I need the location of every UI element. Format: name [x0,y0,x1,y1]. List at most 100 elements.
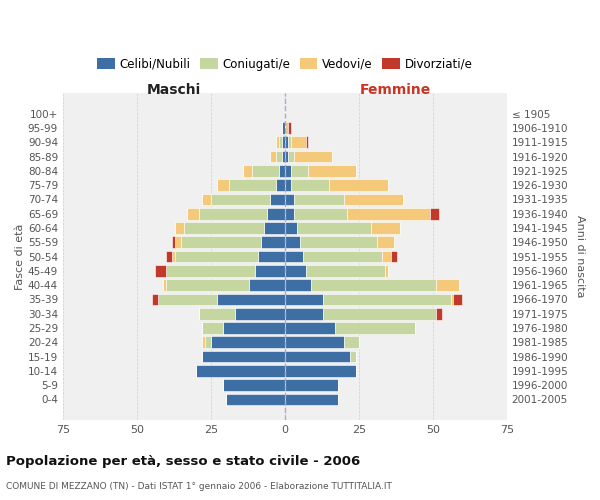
Bar [166,265,255,276]
Bar [282,122,285,134]
Bar [217,294,285,306]
Bar [172,250,175,262]
Bar [270,150,276,162]
Bar [291,165,308,176]
Bar [299,236,377,248]
Text: Popolazione per età, sesso e stato civile - 2006: Popolazione per età, sesso e stato civil… [6,454,360,468]
Bar [382,250,391,262]
Bar [285,394,338,406]
Bar [211,336,285,348]
Bar [347,208,430,220]
Bar [175,236,181,248]
Bar [285,350,350,362]
Bar [229,180,276,191]
Bar [451,294,454,306]
Bar [391,250,397,262]
Bar [258,250,285,262]
Bar [285,122,288,134]
Bar [166,250,172,262]
Bar [377,236,394,248]
Bar [196,365,285,376]
Bar [267,208,285,220]
Bar [282,136,285,148]
Bar [202,194,211,205]
Text: Femmine: Femmine [360,82,431,96]
Bar [158,294,217,306]
Bar [385,265,388,276]
Text: COMUNE DI MEZZANO (TN) - Dati ISTAT 1° gennaio 2006 - Elaborazione TUTTITALIA.IT: COMUNE DI MEZZANO (TN) - Dati ISTAT 1° g… [6,482,392,491]
Bar [202,336,205,348]
Bar [261,236,285,248]
Bar [276,136,279,148]
Bar [350,350,356,362]
Bar [305,265,385,276]
Bar [291,136,305,148]
Bar [285,308,323,320]
Bar [285,322,335,334]
Bar [285,208,293,220]
Bar [371,222,400,234]
Bar [235,308,285,320]
Bar [329,180,388,191]
Bar [291,180,329,191]
Bar [282,150,285,162]
Bar [199,208,267,220]
Bar [323,308,436,320]
Bar [155,265,166,276]
Bar [184,222,264,234]
Text: Maschi: Maschi [147,82,201,96]
Bar [285,336,344,348]
Bar [279,165,285,176]
Bar [249,280,285,291]
Bar [293,194,344,205]
Bar [226,394,285,406]
Bar [255,265,285,276]
Bar [202,350,285,362]
Bar [285,380,338,391]
Bar [217,180,229,191]
Bar [252,165,279,176]
Bar [166,280,249,291]
Bar [288,136,291,148]
Bar [175,250,258,262]
Bar [293,150,332,162]
Bar [311,280,436,291]
Bar [436,308,442,320]
Bar [205,336,211,348]
Bar [305,136,308,148]
Bar [323,294,451,306]
Bar [285,365,356,376]
Bar [285,236,299,248]
Bar [288,150,293,162]
Bar [302,250,382,262]
Legend: Celibi/Nubili, Coniugati/e, Vedovi/e, Divorziati/e: Celibi/Nubili, Coniugati/e, Vedovi/e, Di… [92,53,477,76]
Bar [163,280,166,291]
Bar [264,222,285,234]
Bar [296,222,371,234]
Bar [202,322,223,334]
Bar [276,180,285,191]
Bar [172,236,175,248]
Bar [454,294,463,306]
Bar [293,208,347,220]
Bar [436,280,460,291]
Bar [285,250,302,262]
Bar [244,165,252,176]
Bar [285,265,305,276]
Bar [285,222,296,234]
Bar [344,336,359,348]
Bar [223,380,285,391]
Bar [285,294,323,306]
Bar [430,208,439,220]
Bar [288,122,291,134]
Bar [175,222,184,234]
Bar [223,322,285,334]
Bar [285,165,291,176]
Bar [181,236,261,248]
Bar [285,136,288,148]
Bar [285,280,311,291]
Bar [199,308,235,320]
Y-axis label: Anni di nascita: Anni di nascita [575,216,585,298]
Bar [335,322,415,334]
Bar [211,194,270,205]
